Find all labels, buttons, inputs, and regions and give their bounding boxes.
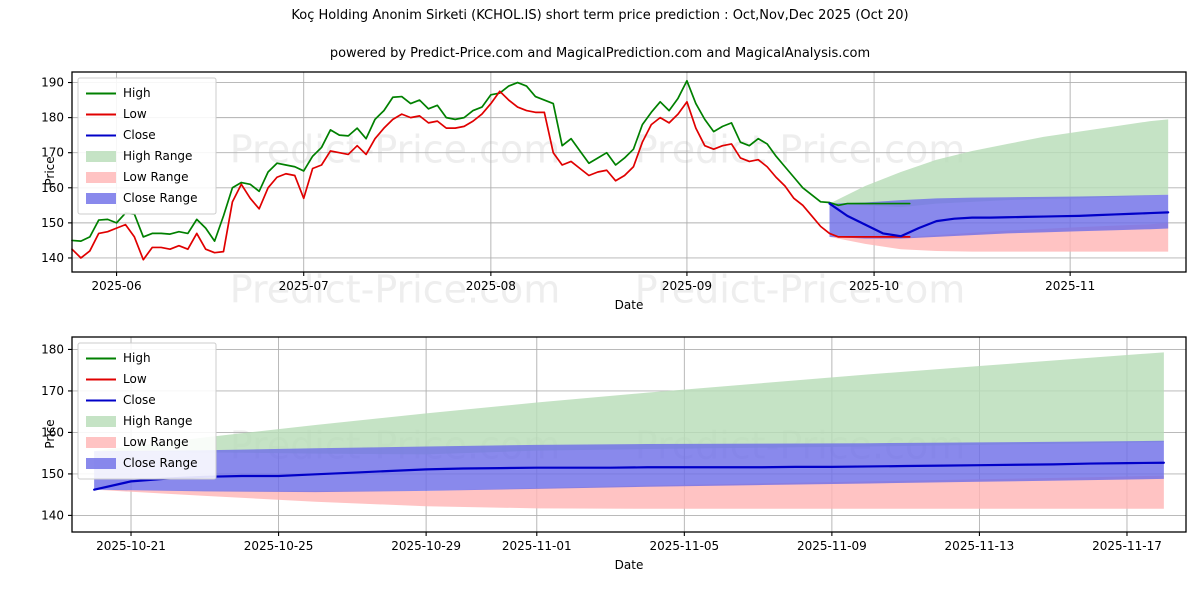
legend-label: Low Range [123, 170, 188, 184]
overview-y-axis-label: Price [43, 156, 57, 186]
y-tick-label: 160 [41, 425, 64, 439]
band-high-range [94, 352, 1164, 455]
legend-label: Low Range [123, 435, 188, 449]
x-tick-label: 2025-11-13 [945, 539, 1015, 553]
y-tick-label: 140 [41, 508, 64, 522]
x-tick-label: 2025-09 [662, 279, 712, 293]
x-tick-label: 2025-10-25 [244, 539, 314, 553]
legend-label: High Range [123, 149, 192, 163]
legend-label: Close Range [123, 191, 198, 205]
y-tick-label: 160 [41, 181, 64, 195]
series-line-high [71, 79, 911, 242]
x-tick-label: 2025-10-21 [96, 539, 166, 553]
series-line-close [828, 202, 1170, 238]
x-tick-label: 2025-10 [849, 279, 899, 293]
y-tick-label: 180 [41, 111, 64, 125]
series-line-close [93, 461, 1165, 491]
band-low-range [94, 475, 1164, 509]
x-tick-label: 2025-11-09 [797, 539, 867, 553]
y-tick-label: 170 [41, 384, 64, 398]
watermark: Predict-Price.com [635, 268, 966, 312]
legend-swatch-patch [86, 458, 116, 469]
overview-plot: Predict-Price.com Predict-Price.com Predic… [41, 71, 1187, 312]
legend-label: High [123, 351, 151, 365]
y-tick-label: 140 [41, 251, 64, 265]
detail-axes: Predict-Price.comPredict-Price.com140150… [0, 320, 1200, 600]
legend-label: Close Range [123, 456, 198, 470]
x-tick-label: 2025-11 [1045, 279, 1095, 293]
axes-frame [71, 71, 1187, 273]
x-tick-label: 2025-08 [466, 279, 516, 293]
y-tick-label: 170 [41, 146, 64, 160]
legend-swatch-patch [86, 437, 116, 448]
legend: High Low Close High Range Low Range Close Ran… [77, 342, 217, 480]
overview-x-axis-label: Date [614, 298, 644, 312]
detail-x-axis-label: Date [614, 558, 644, 572]
legend-swatch-patch [86, 416, 116, 427]
y-tick-label: 150 [41, 467, 64, 481]
chart-subtitle: powered by Predict-Price.com and Magical… [329, 46, 871, 61]
watermark: Predict-Price.com [230, 128, 561, 172]
band-high-range [829, 119, 1169, 208]
x-tick-label: 2025-11-17 [1092, 539, 1162, 553]
legend: High Low Close High Range Low Range Close Ran… [77, 77, 217, 215]
x-tick-label: 2025-07 [279, 279, 329, 293]
detail-plot: Predict-Price.comPredict-Price.com140150… [41, 336, 1187, 553]
legend-label: High [123, 86, 151, 100]
watermark-group: Predict-Price.com Predict-Price.com Predic… [230, 128, 966, 312]
detail-y-axis-label: Price [43, 418, 57, 449]
legend-label: Close [123, 393, 156, 407]
overview-axes: Predict-Price.com Predict-Price.com Predic… [41, 71, 1187, 312]
y-tick-label: 150 [41, 216, 64, 230]
y-tick-label: 190 [41, 76, 64, 90]
legend-label: High Range [123, 414, 192, 428]
x-tick-label: 2025-10-29 [391, 539, 461, 553]
x-tick-label: 2025-11-05 [649, 539, 719, 553]
legend-swatch-patch [86, 193, 116, 204]
legend-swatch-patch [86, 151, 116, 162]
watermark: Predict-Price.com [230, 268, 561, 312]
x-tick-label: 2025-06 [91, 279, 141, 293]
series-line-low [71, 90, 911, 261]
y-tick-label: 180 [41, 342, 64, 356]
watermark: Predict-Price.com [635, 128, 966, 172]
chart-title: Koç Holding Anonim Sirketi (KCHOL.IS) sh… [291, 8, 909, 23]
x-tick-label: 2025-11-01 [502, 539, 572, 553]
legend-swatch-patch [86, 172, 116, 183]
legend-label: Close [123, 128, 156, 142]
legend-label: Low [123, 372, 147, 386]
axes-frame [71, 336, 1187, 533]
legend-label: Low [123, 107, 147, 121]
